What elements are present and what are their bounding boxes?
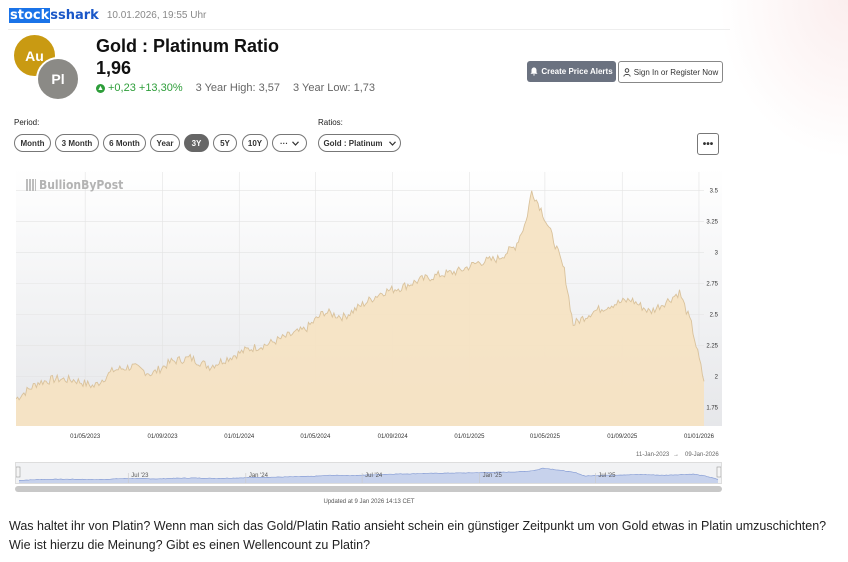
- navigator-svg: Jul '23 Jan '24 Jul '24 Jan '25 Jul '25: [16, 466, 721, 483]
- create-price-alerts-label: Create Price Alerts: [541, 67, 613, 76]
- period-5y[interactable]: 5Y: [213, 134, 237, 152]
- period-more-label: ···: [280, 138, 288, 148]
- ratio-select-value: Gold : Platinum: [323, 138, 383, 148]
- series-line: [16, 190, 705, 401]
- background-glow: [718, 0, 848, 160]
- x-tick-label: 01/05/2024: [300, 434, 331, 438]
- ratios-label: Ratios:: [318, 118, 343, 127]
- period-label: Period:: [14, 118, 40, 127]
- y-tick-label: 2.25: [706, 343, 718, 349]
- post-question-1: Was haltet ihr von Platin? Wenn man sich…: [9, 519, 827, 533]
- current-ratio: 1,96: [96, 58, 132, 78]
- chart-watermark: BullionByPost: [26, 178, 123, 192]
- x-tick-label: 01/01/2026: [684, 434, 715, 438]
- platinum-badge: Pl: [36, 57, 80, 101]
- ratio-select[interactable]: Gold : Platinum: [318, 134, 401, 152]
- range-from: 11-Jan-2023: [636, 452, 670, 458]
- updated-timestamp: Updated at 9 Jan 2026 14:13 CET: [323, 499, 415, 505]
- y-tick-label: 3: [715, 251, 719, 257]
- user-icon: [623, 67, 631, 77]
- x-tick-label: 01/09/2025: [607, 434, 638, 438]
- watermark-logo-icon: [26, 179, 36, 191]
- chart-scrollbar[interactable]: [15, 486, 722, 492]
- navigator-label: Jul '23: [131, 473, 149, 479]
- y-tick-label: 3.25: [706, 220, 718, 226]
- chart-navigator[interactable]: Jul '23 Jan '24 Jul '24 Jan '25 Jul '25: [15, 462, 722, 484]
- change-value: +0,23 +13,30%: [108, 82, 183, 94]
- period-3y[interactable]: 3Y: [184, 134, 209, 152]
- navigator-handle-right: [716, 466, 721, 478]
- header-divider: [8, 29, 730, 30]
- post-body: Was haltet ihr von Platin? Wenn man sich…: [9, 517, 844, 555]
- period-more-dropdown[interactable]: ···: [272, 134, 307, 152]
- period-6-month[interactable]: 6 Month: [103, 134, 146, 152]
- navigator-label: Jan '25: [483, 473, 503, 479]
- y-tick-label: 3.5: [710, 189, 719, 195]
- ratio-stats: ▲ +0,23 +13,30% 3 Year High: 3,57 3 Year…: [96, 82, 375, 94]
- series-area: [16, 190, 704, 426]
- site-logo[interactable]: stock sshark: [9, 7, 99, 23]
- sign-in-button[interactable]: Sign In or Register Now: [618, 61, 723, 83]
- x-tick-label: 01/05/2025: [530, 434, 561, 438]
- x-tick-label: 01/01/2024: [224, 434, 255, 438]
- x-tick-label: 01/09/2023: [148, 434, 179, 438]
- post-question-2: Wie ist hierzu die Meinung? Gibt es eine…: [9, 538, 371, 552]
- x-tick-label: 01/01/2025: [454, 434, 485, 438]
- x-tick-label: 01/05/2023: [70, 434, 101, 438]
- sign-in-label: Sign In or Register Now: [633, 67, 719, 77]
- navigator-area: [19, 468, 718, 483]
- page-title: Gold : Platinum Ratio: [96, 36, 279, 56]
- watermark-text: BullionByPost: [39, 178, 124, 192]
- bell-icon: [530, 67, 538, 76]
- gold-badge: Au: [14, 35, 55, 76]
- y-tick-label: 2.75: [706, 282, 718, 288]
- chevron-down-icon: [388, 140, 396, 146]
- chart-svg: 3.5 3.25 3 2.75 2.5 2.25 2 1.75 01/05/2023 01/09/…: [16, 172, 719, 438]
- chevron-down-icon: [292, 140, 299, 146]
- post-timestamp: 10.01.2026, 19:55 Uhr: [106, 9, 207, 21]
- arrow-up-icon: ▲: [96, 83, 105, 93]
- range-to: 09-Jan-2026: [685, 452, 719, 458]
- navigator-label: Jan '24: [249, 473, 269, 479]
- site-header: stock sshark 10.01.2026, 19:55 Uhr: [9, 6, 206, 24]
- y-tick-label: 1.75: [706, 405, 718, 411]
- range-arrow: →: [673, 452, 679, 458]
- create-price-alerts-button[interactable]: Create Price Alerts: [527, 61, 616, 82]
- y-tick-label: 2.5: [710, 312, 719, 318]
- three-year-high: 3 Year High: 3,57: [195, 82, 281, 94]
- x-tick-label: 01/09/2024: [378, 434, 409, 438]
- logo-part-left: stock: [9, 7, 51, 23]
- ratio-chart: 3.5 3.25 3 2.75 2.5 2.25 2 1.75 01/05/2023 01/09/…: [16, 168, 722, 438]
- navigator-handle-left: [16, 466, 21, 478]
- navigator-line: [18, 467, 719, 481]
- navigator-label: Jul '25: [598, 473, 616, 479]
- chart-options-button[interactable]: •••: [697, 133, 719, 155]
- period-3-month[interactable]: 3 Month: [55, 134, 99, 152]
- period-month[interactable]: Month: [14, 134, 51, 152]
- period-year[interactable]: Year: [150, 134, 180, 152]
- navigator-label: Jul '24: [365, 473, 383, 479]
- y-tick-label: 2: [715, 374, 719, 380]
- period-10y[interactable]: 10Y: [242, 134, 268, 152]
- logo-part-right: sshark: [50, 7, 99, 23]
- three-year-low: 3 Year Low: 1,73: [293, 82, 375, 94]
